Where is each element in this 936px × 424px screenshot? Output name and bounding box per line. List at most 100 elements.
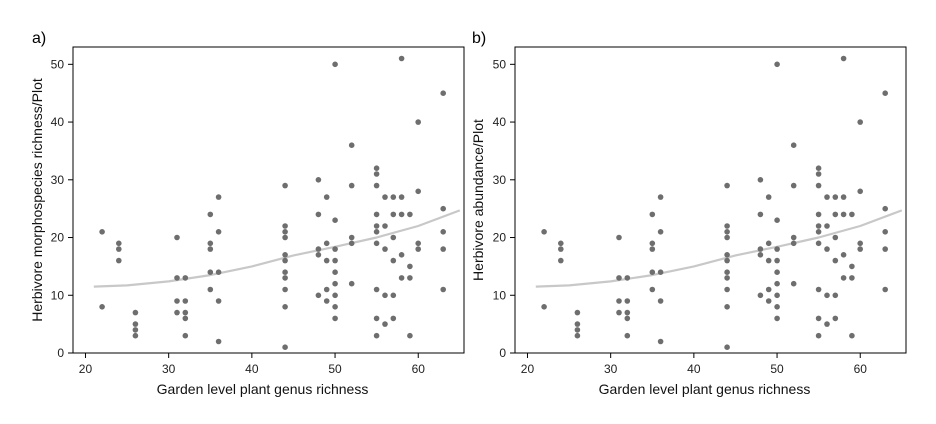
y-axis-title: Herbivore morphospecies richness/Plot <box>29 78 45 322</box>
y-tick-label: 0 <box>57 346 64 360</box>
data-point <box>282 257 288 264</box>
data-point <box>348 280 355 287</box>
data-point <box>398 211 405 218</box>
y-tick-label: 10 <box>51 288 65 302</box>
data-point <box>332 257 338 264</box>
data-point <box>541 304 547 310</box>
x-tick-label: 40 <box>687 362 701 376</box>
y-tick-label: 40 <box>51 115 65 129</box>
y-tick-label: 20 <box>493 231 507 245</box>
data-point <box>790 280 797 287</box>
data-point <box>774 315 780 322</box>
data-point <box>765 240 772 247</box>
data-point <box>373 332 380 339</box>
data-point <box>174 234 180 241</box>
data-point <box>207 240 214 247</box>
data-point <box>815 182 822 189</box>
data-point <box>840 275 847 281</box>
x-tick-label: 20 <box>79 362 93 376</box>
data-point <box>315 177 322 183</box>
data-point <box>624 298 631 304</box>
data-point <box>649 246 656 252</box>
data-point <box>182 298 189 304</box>
data-point <box>624 315 631 322</box>
data-point <box>765 257 772 264</box>
data-point <box>649 211 656 218</box>
data-point <box>657 229 664 235</box>
data-point <box>407 332 413 339</box>
data-point <box>132 327 139 333</box>
data-point <box>765 298 772 304</box>
data-point <box>815 171 822 177</box>
data-point <box>315 252 322 258</box>
data-point <box>415 188 422 195</box>
data-point <box>574 309 581 316</box>
data-point <box>174 298 180 304</box>
data-point <box>207 286 214 293</box>
data-point <box>332 292 338 299</box>
data-point <box>373 165 380 171</box>
data-point <box>116 246 122 252</box>
y-tick-label: 10 <box>493 288 507 302</box>
data-point <box>624 332 631 339</box>
data-point <box>207 211 214 218</box>
data-point <box>132 309 139 316</box>
data-point <box>657 298 664 304</box>
data-point <box>840 252 847 258</box>
data-point <box>624 309 631 316</box>
fit-curve <box>535 209 903 288</box>
x-tick-label: 20 <box>521 362 535 376</box>
data-point <box>116 257 122 264</box>
data-point <box>348 234 355 241</box>
data-point <box>832 315 839 322</box>
data-point <box>757 211 764 218</box>
panel-b: b) 20 30 40 50 60 0 10 20 30 40 50 Garden level plan… <box>470 30 907 397</box>
data-point <box>757 177 764 183</box>
plot-frame <box>72 46 465 354</box>
data-point <box>724 252 730 258</box>
data-point <box>332 217 338 223</box>
data-point <box>332 61 338 68</box>
data-point <box>724 275 730 281</box>
data-point <box>882 246 888 252</box>
data-point <box>390 257 397 264</box>
data-point <box>765 194 772 200</box>
data-point <box>649 269 656 276</box>
data-point <box>390 315 397 322</box>
data-point <box>724 304 730 310</box>
data-point <box>382 321 388 327</box>
data-point <box>174 309 180 316</box>
data-point <box>616 275 622 281</box>
data-point <box>323 194 330 200</box>
data-point <box>849 263 855 270</box>
y-tick-label: 0 <box>499 346 506 360</box>
data-point <box>332 315 338 322</box>
data-point <box>373 240 380 247</box>
data-point <box>815 223 822 229</box>
data-point <box>558 257 564 264</box>
data-point <box>832 234 839 241</box>
data-point <box>724 223 730 229</box>
data-point <box>724 182 730 189</box>
data-point <box>724 344 730 351</box>
y-tick-label: 50 <box>493 57 507 71</box>
data-point <box>815 211 822 218</box>
data-point <box>182 315 189 322</box>
data-point <box>407 275 413 281</box>
data-point <box>882 286 888 293</box>
data-point <box>440 286 447 293</box>
data-point <box>624 275 631 281</box>
x-tick-label: 40 <box>245 362 259 376</box>
data-point <box>440 90 447 96</box>
data-point <box>832 194 839 200</box>
data-point <box>382 223 388 229</box>
y-tick-label: 20 <box>51 231 65 245</box>
data-point <box>558 240 564 247</box>
data-point <box>541 229 547 235</box>
data-point <box>348 182 355 189</box>
data-point <box>616 298 622 304</box>
data-point <box>774 304 780 310</box>
panel-a: a) 20 30 40 50 60 0 10 20 30 40 50 Garden level plan… <box>29 30 465 397</box>
data-point <box>415 240 422 247</box>
data-point <box>398 55 405 62</box>
